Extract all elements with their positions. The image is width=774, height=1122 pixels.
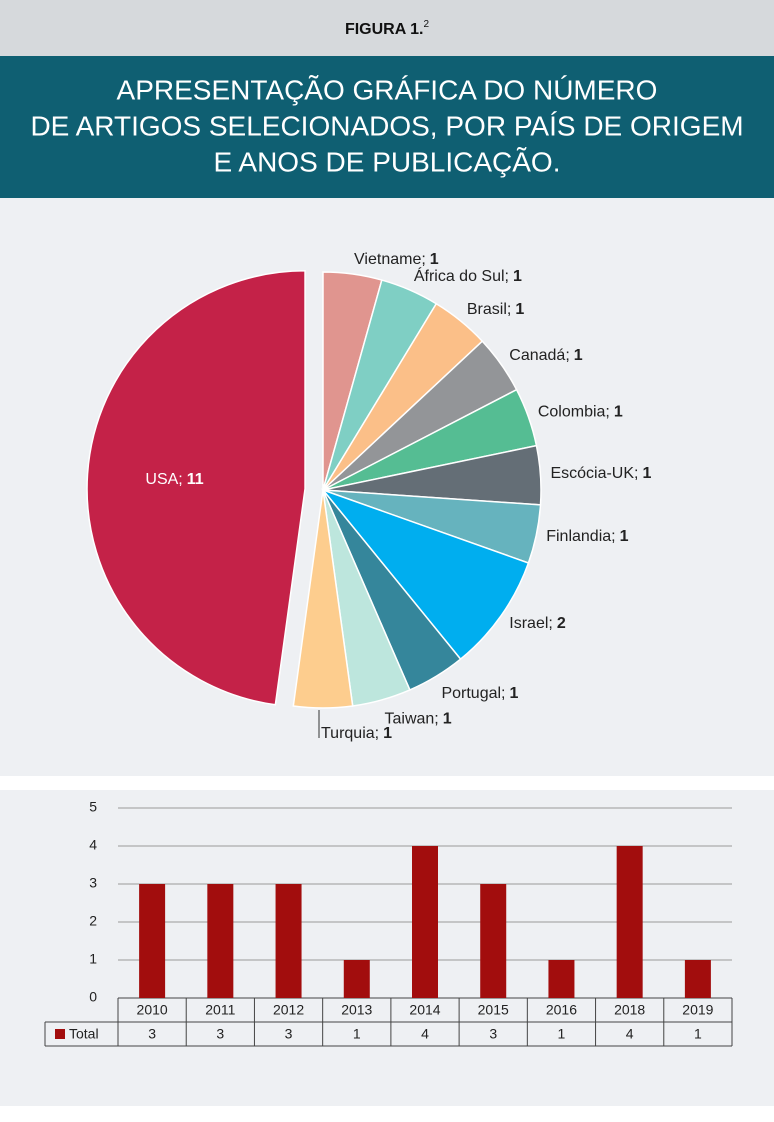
slice-label-value: 11 — [187, 471, 204, 488]
table-value: 4 — [626, 1026, 634, 1042]
slice-label-name: Taiwan; — [385, 711, 439, 728]
slice-label: Israel; 2 — [509, 615, 566, 632]
slice-label-value: 1 — [574, 347, 583, 364]
figure-label: FIGURA 1.2 — [345, 19, 430, 39]
y-tick-label: 4 — [89, 837, 97, 853]
table-value: 3 — [216, 1026, 224, 1042]
bar-chart: 0 1 2 3 4 5 Total 2010 3 2011 3 2012 3 2013 1 2014 4 2015… — [44, 799, 733, 1047]
y-tick-label: 1 — [89, 951, 97, 967]
slice-label: Brasil; 1 — [467, 301, 524, 318]
bar — [480, 884, 507, 998]
slice-label: Taiwan; 1 — [385, 711, 452, 728]
slice-label: Finlandia; 1 — [546, 528, 628, 545]
legend-label: Total — [69, 1026, 99, 1042]
bar-panel — [0, 790, 774, 1106]
pie-slice — [320, 488, 530, 661]
slice-label-name: USA; — [145, 471, 182, 488]
table-value: 1 — [353, 1026, 361, 1042]
table-value: 1 — [694, 1026, 702, 1042]
slice-label-name: Vietname; — [354, 251, 426, 268]
slice-label-value: 1 — [510, 685, 519, 702]
slice-label: Turquia; 1 — [321, 725, 392, 742]
slice-label: Portugal; 1 — [441, 685, 518, 702]
x-tick-label: 2018 — [614, 1002, 645, 1018]
y-tick-label: 0 — [89, 989, 97, 1005]
slice-label-value: 1 — [513, 268, 522, 285]
slice-label-name: Canadá; — [509, 347, 570, 364]
slice-label: Colombia; 1 — [538, 404, 623, 421]
slice-label: Escócia-UK; 1 — [550, 465, 651, 482]
slice-label-name: Israel; — [509, 615, 553, 632]
slice-label-value: 2 — [557, 615, 566, 632]
slice-label-name: Portugal; — [441, 685, 505, 702]
table-value: 3 — [285, 1026, 293, 1042]
slice-label-name: Colombia; — [538, 404, 610, 421]
x-tick-label: 2014 — [409, 1002, 440, 1018]
table-value: 3 — [148, 1026, 156, 1042]
slice-label-value: 1 — [642, 465, 651, 482]
slice-label-name: Escócia-UK; — [550, 465, 638, 482]
slice-label-name: Brasil; — [467, 301, 511, 318]
bar — [684, 960, 711, 998]
bar — [275, 884, 302, 998]
slice-label-value: 1 — [430, 251, 439, 268]
y-tick-label: 2 — [89, 913, 97, 929]
figure-label-sup: 2 — [423, 19, 429, 30]
slice-label-name: Turquia; — [321, 725, 379, 742]
title-band — [0, 56, 774, 198]
title-line: DE ARTIGOS SELECIONADOS, POR PAÍS DE ORI… — [30, 110, 743, 141]
x-tick-label: 2015 — [478, 1002, 509, 1018]
slice-label-name: Finlandia; — [546, 528, 615, 545]
legend-key — [55, 1029, 65, 1039]
table-value: 1 — [558, 1026, 566, 1042]
bar — [548, 960, 575, 998]
slice-label-name: África do Sul; — [414, 266, 509, 285]
slice-label-value: 1 — [620, 528, 629, 545]
slice-label-value: 1 — [515, 301, 524, 318]
slice-label: USA; 11 — [145, 471, 203, 488]
y-tick-label: 3 — [89, 875, 97, 891]
header-band — [0, 0, 774, 56]
table-value: 4 — [421, 1026, 429, 1042]
bar — [139, 884, 166, 998]
bar — [616, 846, 643, 998]
pie-slice — [292, 489, 354, 709]
slice-label-value: 1 — [443, 711, 452, 728]
pie-slice — [86, 270, 306, 706]
table-value: 3 — [489, 1026, 497, 1042]
bar — [412, 846, 438, 998]
title-line: APRESENTAÇÃO GRÁFICA DO NÚMERO — [117, 74, 658, 105]
x-tick-label: 2019 — [682, 1002, 713, 1018]
x-tick-label: 2012 — [273, 1002, 304, 1018]
slice-label: Canadá; 1 — [509, 347, 583, 364]
figure-label-text: FIGURA 1. — [345, 21, 424, 38]
x-tick-label: 2016 — [546, 1002, 577, 1018]
slice-label-value: 1 — [614, 404, 623, 421]
y-tick-label: 5 — [89, 799, 97, 815]
bar — [343, 960, 370, 998]
x-tick-label: 2011 — [205, 1002, 235, 1018]
title-line: E ANOS DE PUBLICAÇÃO. — [214, 146, 561, 177]
x-tick-label: 2013 — [341, 1002, 372, 1018]
slice-label-value: 1 — [383, 725, 392, 742]
bar — [207, 884, 234, 998]
x-tick-label: 2010 — [137, 1002, 168, 1018]
slice-label: África do Sul; 1 — [414, 266, 522, 285]
slice-label: Vietname; 1 — [354, 251, 439, 268]
